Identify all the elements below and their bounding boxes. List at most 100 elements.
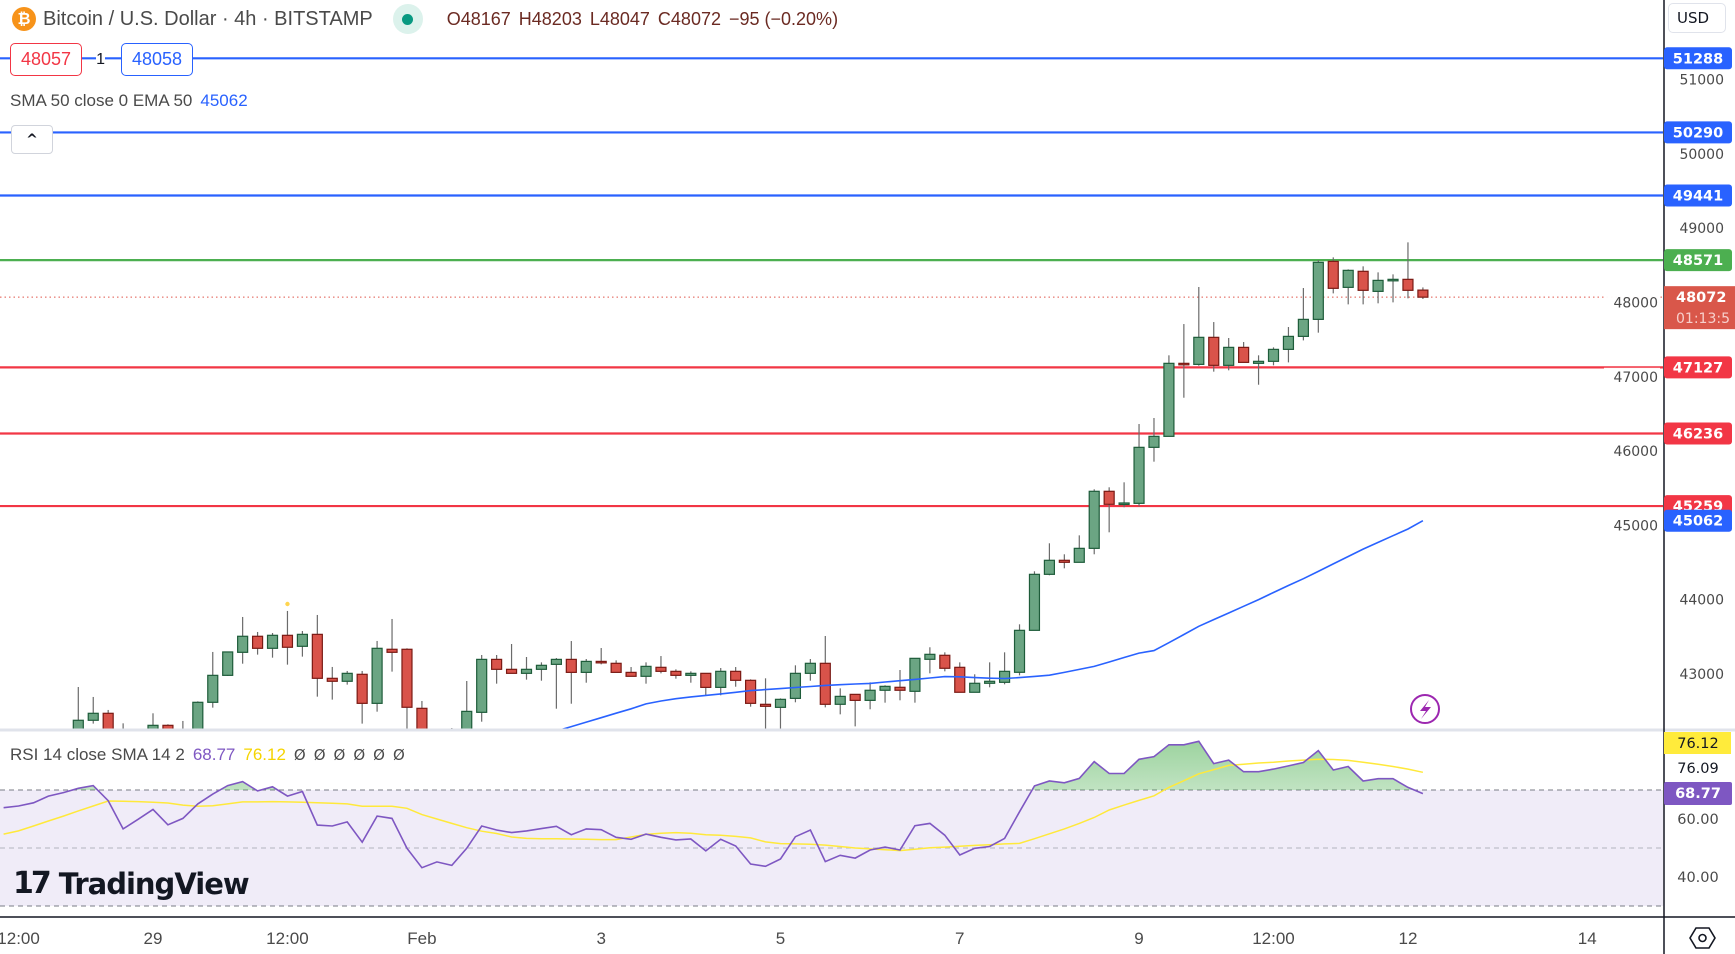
candle[interactable] bbox=[685, 671, 697, 683]
candle[interactable] bbox=[610, 660, 622, 673]
candle[interactable] bbox=[1297, 288, 1309, 341]
candle[interactable] bbox=[1223, 338, 1235, 371]
candle[interactable] bbox=[491, 654, 503, 684]
candle[interactable] bbox=[1238, 342, 1250, 363]
candle[interactable] bbox=[550, 658, 562, 709]
candle[interactable] bbox=[43, 733, 53, 746]
collapse-legend-button[interactable]: ^ bbox=[11, 125, 53, 154]
candle[interactable] bbox=[909, 657, 921, 703]
candle[interactable] bbox=[998, 652, 1011, 685]
candle[interactable] bbox=[700, 672, 712, 696]
candle[interactable] bbox=[834, 688, 846, 715]
candle[interactable] bbox=[849, 693, 861, 727]
candle[interactable] bbox=[251, 631, 264, 655]
candle[interactable] bbox=[879, 685, 891, 703]
ema-price-label[interactable]: 45062 bbox=[1664, 509, 1732, 532]
candle[interactable] bbox=[311, 614, 323, 697]
candle[interactable] bbox=[580, 659, 592, 683]
price-pane[interactable] bbox=[0, 242, 1429, 765]
candle[interactable] bbox=[296, 631, 308, 657]
candle[interactable] bbox=[744, 679, 757, 707]
candle[interactable] bbox=[1282, 327, 1295, 363]
price-axis[interactable]: 5128850290494414857147127462364525948072… bbox=[1604, 47, 1735, 886]
candle[interactable] bbox=[192, 701, 204, 744]
candle[interactable] bbox=[1058, 554, 1070, 569]
candle[interactable] bbox=[1028, 571, 1041, 631]
candle[interactable] bbox=[1357, 266, 1369, 305]
candle[interactable] bbox=[386, 618, 398, 672]
candle[interactable] bbox=[804, 659, 816, 681]
buy-button[interactable]: 48058 bbox=[120, 43, 194, 76]
ema-legend[interactable]: SMA 50 close 0 EMA 50 45062 bbox=[10, 91, 248, 111]
candle[interactable] bbox=[447, 728, 457, 756]
candle[interactable] bbox=[147, 713, 159, 748]
lightning-icon[interactable] bbox=[1410, 694, 1440, 724]
rsi-axis-label[interactable]: 68.77 bbox=[1664, 782, 1732, 805]
last-price-label[interactable]: 48072 01:13:5 bbox=[1664, 286, 1735, 330]
candle[interactable] bbox=[326, 666, 338, 700]
time-axis[interactable]: 12:00 29 12:00 Feb 3 5 7 9 12:00 12 14 bbox=[0, 929, 1597, 948]
currency-selector[interactable]: USD bbox=[1668, 3, 1726, 33]
candle[interactable] bbox=[87, 696, 99, 724]
candle[interactable] bbox=[924, 647, 936, 674]
candle[interactable] bbox=[1327, 257, 1339, 294]
candle[interactable] bbox=[1193, 286, 1205, 366]
candle[interactable] bbox=[0, 749, 9, 765]
rsi-sma-axis-label[interactable]: 76.12 bbox=[1664, 732, 1731, 754]
candle[interactable] bbox=[595, 648, 607, 665]
symbol-title[interactable]: Bitcoin / U.S. Dollar · 4h · BITSTAMP bbox=[43, 7, 373, 30]
candle[interactable] bbox=[535, 662, 548, 681]
candle[interactable] bbox=[461, 680, 473, 744]
candle[interactable] bbox=[655, 656, 667, 674]
level-price-label[interactable]: 46236 bbox=[1664, 422, 1732, 445]
candle[interactable] bbox=[774, 698, 787, 737]
candle[interactable] bbox=[281, 610, 294, 665]
candle[interactable] bbox=[1402, 242, 1414, 299]
candle[interactable] bbox=[1312, 260, 1324, 333]
candle[interactable] bbox=[715, 667, 727, 696]
candle[interactable] bbox=[640, 662, 652, 684]
level-price-label[interactable]: 50290 bbox=[1664, 121, 1732, 144]
candle[interactable] bbox=[401, 648, 413, 729]
candle[interactable] bbox=[1043, 543, 1056, 576]
candle[interactable] bbox=[266, 633, 279, 658]
sell-button[interactable]: 48057 bbox=[10, 43, 83, 76]
level-price-label[interactable]: 51288 bbox=[1664, 47, 1732, 70]
candle[interactable] bbox=[1133, 424, 1145, 507]
candle[interactable] bbox=[864, 682, 876, 710]
candle[interactable] bbox=[1208, 322, 1220, 372]
level-price-label[interactable]: 49441 bbox=[1664, 184, 1732, 207]
candle[interactable] bbox=[58, 732, 68, 744]
candle[interactable] bbox=[1387, 274, 1399, 303]
candle[interactable] bbox=[789, 665, 802, 703]
candle[interactable] bbox=[819, 635, 831, 708]
candle[interactable] bbox=[1148, 417, 1160, 462]
candle[interactable] bbox=[1372, 272, 1384, 304]
candle[interactable] bbox=[162, 724, 174, 744]
candle[interactable] bbox=[1013, 624, 1026, 676]
candle[interactable] bbox=[1118, 482, 1130, 508]
candle[interactable] bbox=[356, 670, 368, 724]
candle[interactable] bbox=[1073, 535, 1085, 563]
candle[interactable] bbox=[1417, 287, 1429, 300]
candle[interactable] bbox=[371, 640, 383, 712]
candle[interactable] bbox=[432, 733, 442, 755]
settings-icon[interactable] bbox=[1689, 927, 1716, 949]
rsi-legend[interactable]: RSI 14 close SMA 14 2 68.77 76.12 Ø Ø Ø Ø Ø Ø bbox=[10, 745, 405, 765]
candle[interactable] bbox=[984, 662, 996, 688]
candle[interactable] bbox=[939, 652, 951, 672]
candle[interactable] bbox=[102, 709, 114, 744]
level-price-label[interactable]: 48571 bbox=[1664, 249, 1732, 272]
candle[interactable] bbox=[341, 670, 353, 685]
tradingview-logo[interactable]: 17 TradingView bbox=[13, 866, 250, 901]
candle[interactable] bbox=[1252, 355, 1265, 385]
level-price-label[interactable]: 47127 bbox=[1664, 356, 1732, 379]
candle[interactable] bbox=[894, 669, 906, 701]
candle[interactable] bbox=[1178, 324, 1190, 398]
candle[interactable] bbox=[476, 654, 488, 722]
candle[interactable] bbox=[72, 687, 84, 741]
candle[interactable] bbox=[178, 720, 188, 748]
candle[interactable] bbox=[625, 667, 637, 677]
candle[interactable] bbox=[505, 644, 518, 674]
